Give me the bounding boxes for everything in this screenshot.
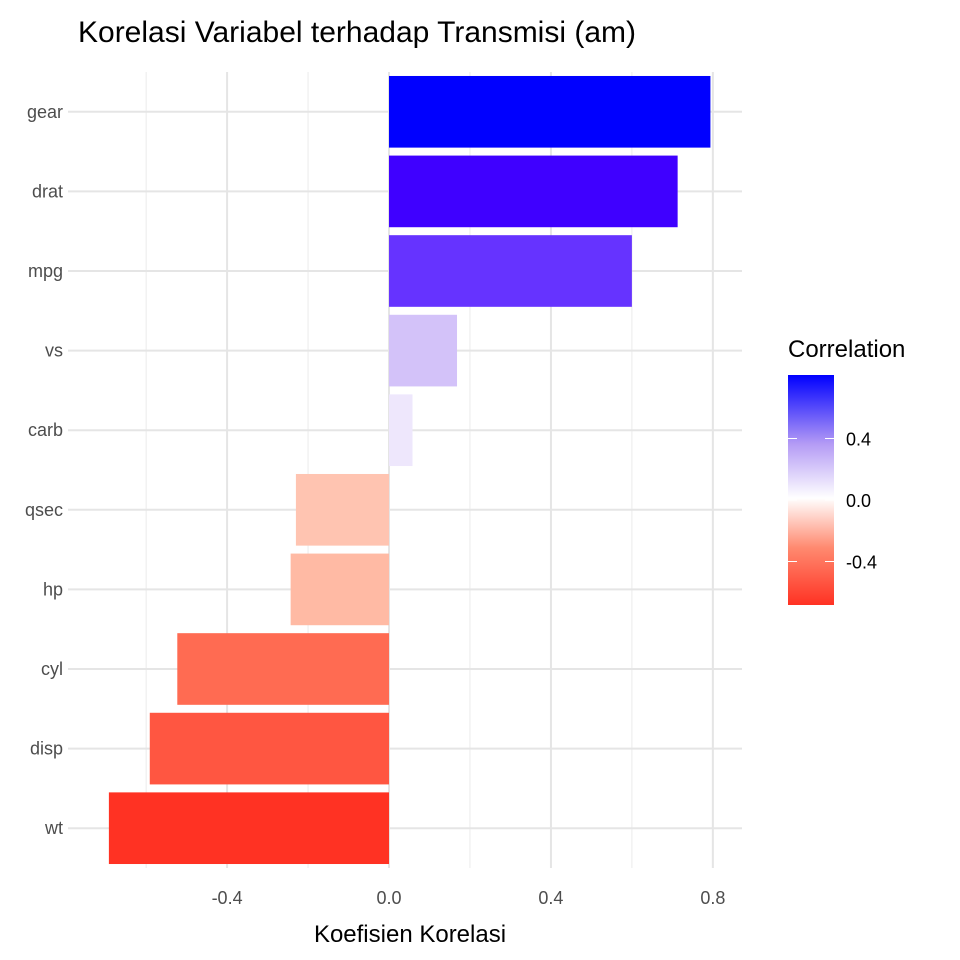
bar-drat [389, 155, 678, 228]
y-tick-label: drat [32, 181, 63, 201]
x-tick-label: 0.8 [700, 888, 725, 908]
y-tick-label: hp [43, 579, 63, 599]
y-tick-label: mpg [28, 261, 63, 281]
bar-mpg [389, 235, 632, 307]
legend-tick-label: 0.0 [846, 491, 871, 511]
legend: Correlation 0.4 0.0 -0.4 [788, 336, 905, 605]
x-tick-label: 0.4 [538, 888, 563, 908]
y-axis-labels: gear drat mpg vs carb qsec hp cyl disp wt [25, 102, 63, 838]
y-tick-label: gear [27, 102, 63, 122]
y-tick-label: wt [44, 818, 63, 838]
y-tick-label: disp [30, 739, 63, 759]
x-tick-label: 0.0 [376, 888, 401, 908]
x-axis-labels: -0.4 0.0 0.4 0.8 [212, 888, 726, 908]
bars [108, 75, 711, 865]
x-axis-title: Koefisien Korelasi [314, 921, 506, 948]
legend-tick-label: -0.4 [846, 553, 877, 573]
bar-disp [149, 712, 390, 785]
x-tick-label: -0.4 [212, 888, 243, 908]
legend-title: Correlation [788, 336, 905, 363]
y-tick-label: carb [28, 420, 63, 440]
y-tick-label: vs [45, 341, 63, 361]
y-tick-label: cyl [41, 659, 63, 679]
bar-cyl [177, 633, 390, 705]
bar-vs [389, 314, 458, 387]
bar-hp [290, 553, 390, 626]
chart-title: Korelasi Variabel terhadap Transmisi (am… [78, 16, 636, 49]
bar-gear [389, 75, 711, 148]
legend-tick-label: 0.4 [846, 430, 871, 450]
y-tick-label: qsec [25, 500, 63, 520]
legend-colorbar [788, 375, 834, 605]
bar-qsec [295, 473, 390, 546]
bar-wt [108, 792, 390, 865]
bar-carb [389, 394, 413, 467]
